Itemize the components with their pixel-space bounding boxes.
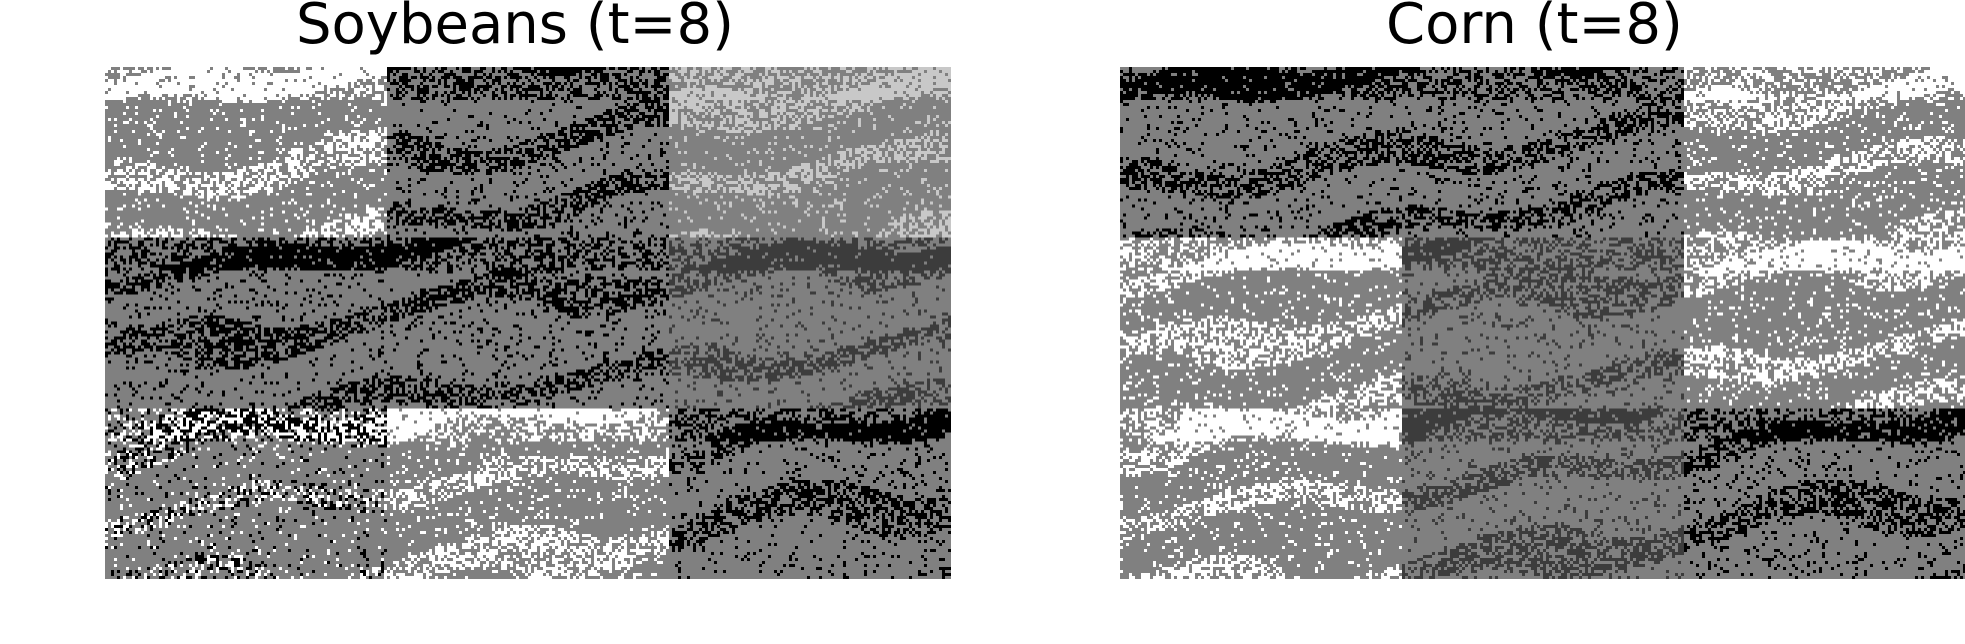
corn-speckle-image: [1120, 67, 1965, 579]
soybeans-canvas: [105, 67, 951, 579]
corn-canvas: [1120, 67, 1965, 579]
corn-panel-title: Corn (t=8): [1386, 0, 1683, 57]
soybeans-panel-title: Soybeans (t=8): [296, 0, 734, 57]
soybeans-speckle-image: [105, 67, 951, 579]
